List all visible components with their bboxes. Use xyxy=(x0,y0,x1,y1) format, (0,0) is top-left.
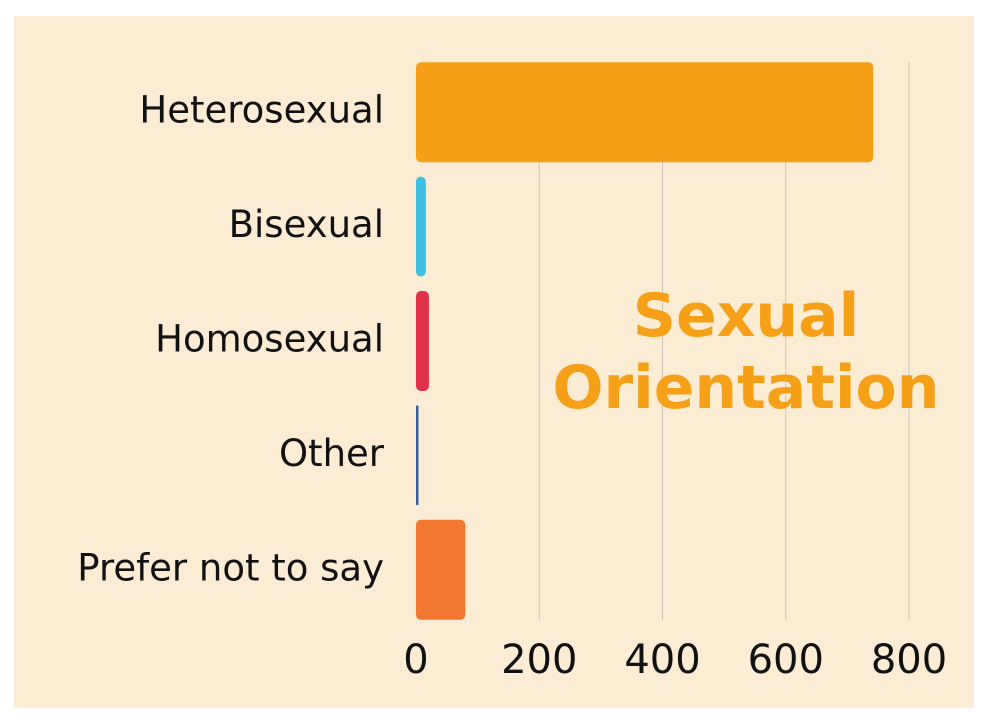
y-tick-label: Heterosexual xyxy=(139,89,384,132)
y-tick-label: Other xyxy=(279,432,385,475)
bar xyxy=(416,291,429,391)
bar xyxy=(416,405,419,506)
x-tick-label: 200 xyxy=(501,637,577,683)
bar xyxy=(416,176,426,277)
x-tick-label: 800 xyxy=(871,637,947,683)
x-tick-label: 600 xyxy=(748,637,824,683)
bar xyxy=(416,519,466,620)
y-tick-label: Homosexual xyxy=(155,318,384,361)
chart-title: Sexual Orientation xyxy=(552,281,940,423)
x-tick-label: 0 xyxy=(403,637,428,683)
bar xyxy=(416,62,874,163)
y-tick-label: Bisexual xyxy=(229,203,384,246)
y-tick-label: Prefer not to say xyxy=(77,546,384,589)
x-tick-label: 400 xyxy=(624,637,700,683)
